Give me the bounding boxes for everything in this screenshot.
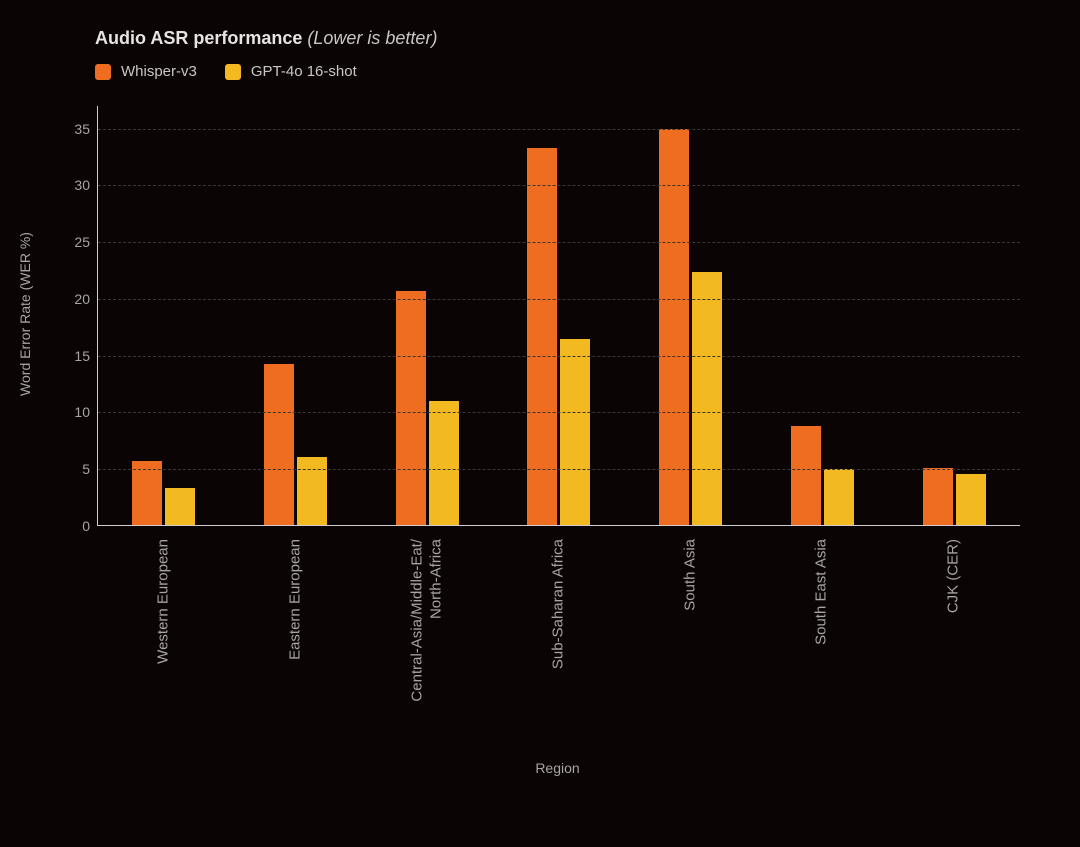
y-tick-label: 0 (58, 518, 90, 534)
bar (956, 474, 986, 525)
bar (824, 469, 854, 525)
legend-item: GPT-4o 16-shot (225, 63, 357, 80)
y-tick-label: 5 (58, 461, 90, 477)
bar-group: South Asia (659, 129, 722, 525)
bar (560, 339, 590, 525)
x-tick-label: CJK (CER) (945, 525, 964, 613)
bar (132, 461, 162, 525)
legend-swatch-icon (95, 64, 111, 80)
y-tick-label: 25 (58, 234, 90, 250)
chart-title-sub: (Lower is better) (307, 28, 437, 48)
x-tick-label: South Asia (681, 525, 700, 611)
grid-line (98, 299, 1020, 300)
x-tick-label: Central-Asia/Middle-Eat/North-Africa (409, 525, 447, 702)
bars-container: Western European Eastern European Central-… (98, 106, 1020, 525)
x-tick-label: Sub-Saharan Africa (550, 525, 569, 669)
x-axis-label: Region (95, 760, 1020, 776)
plot-area: Western European Eastern European Central-… (97, 106, 1020, 526)
bar (396, 291, 426, 525)
chart-title: Audio ASR performance (Lower is better) (95, 28, 1020, 49)
legend-label: GPT-4o 16-shot (251, 63, 357, 80)
y-tick-label: 15 (58, 348, 90, 364)
chart-area: Word Error Rate (WER %) Western European… (95, 106, 1020, 776)
y-tick-label: 35 (58, 121, 90, 137)
grid-line (98, 469, 1020, 470)
bar-group: Eastern European (264, 364, 327, 525)
bar (165, 488, 195, 525)
y-tick-label: 30 (58, 177, 90, 193)
bar (429, 401, 459, 525)
bar (264, 364, 294, 525)
legend-swatch-icon (225, 64, 241, 80)
legend-item: Whisper-v3 (95, 63, 197, 80)
bar (297, 457, 327, 525)
x-tick-label: South East Asia (813, 525, 832, 645)
grid-line (98, 129, 1020, 130)
bar-group: South East Asia (791, 426, 854, 525)
bar-group: Western European (132, 461, 195, 525)
chart-title-main: Audio ASR performance (95, 28, 302, 48)
x-tick-label: Eastern European (286, 525, 305, 660)
y-tick-label: 20 (58, 291, 90, 307)
grid-line (98, 412, 1020, 413)
x-tick-label: Western European (154, 525, 173, 664)
bar (791, 426, 821, 525)
bar-group: CJK (CER) (923, 468, 986, 525)
grid-line (98, 242, 1020, 243)
y-axis-label: Word Error Rate (WER %) (17, 232, 33, 396)
bar (659, 129, 689, 525)
bar-group: Central-Asia/Middle-Eat/North-Africa (396, 291, 459, 525)
legend: Whisper-v3 GPT-4o 16-shot (95, 63, 1020, 80)
grid-line (98, 185, 1020, 186)
bar (692, 272, 722, 525)
bar (923, 468, 953, 525)
legend-label: Whisper-v3 (121, 63, 197, 80)
y-tick-label: 10 (58, 404, 90, 420)
grid-line (98, 356, 1020, 357)
